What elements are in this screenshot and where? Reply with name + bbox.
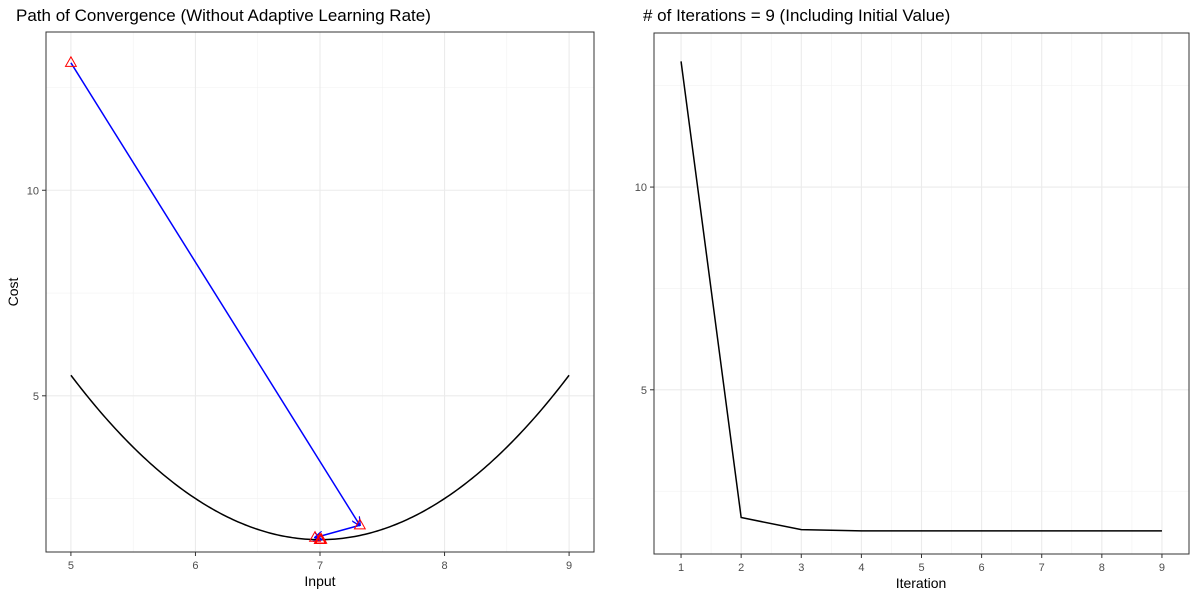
x-tick-label: 1 [678, 562, 684, 574]
x-tick-label: 5 [918, 562, 924, 574]
left-x-ticks: 5 6 7 8 9 [68, 552, 572, 572]
left-iteration-markers [64, 55, 367, 544]
iteration-marker [308, 530, 322, 542]
right-chart: # of Iterations = 9 (Including Initial V… [635, 6, 1190, 591]
cost-by-iteration-line [680, 61, 1162, 532]
y-tick-label: 5 [641, 385, 647, 397]
left-x-axis-label: Input [304, 573, 335, 589]
x-tick-label: 8 [441, 560, 447, 572]
right-y-ticks: 5 10 [635, 182, 654, 397]
left-gridlines [46, 32, 594, 552]
y-tick-label: 10 [635, 182, 647, 194]
right-x-axis-label: Iteration [896, 575, 947, 591]
y-tick-label: 5 [33, 391, 39, 403]
iteration-marker [353, 518, 367, 530]
left-chart-title: Path of Convergence (Without Adaptive Le… [16, 6, 431, 25]
y-tick-label: 10 [27, 185, 39, 197]
x-tick-label: 7 [1039, 562, 1045, 574]
left-chart: Path of Convergence (Without Adaptive Le… [5, 6, 595, 589]
right-gridlines [654, 33, 1189, 554]
left-y-ticks: 5 10 [27, 185, 46, 403]
right-cost-line [680, 61, 1162, 532]
x-tick-label: 8 [1099, 562, 1105, 574]
left-convergence-path [70, 62, 360, 540]
x-tick-label: 3 [798, 562, 804, 574]
iteration-marker [64, 55, 78, 67]
x-tick-label: 9 [1159, 562, 1165, 574]
x-tick-label: 6 [192, 560, 198, 572]
x-tick-label: 2 [738, 562, 744, 574]
x-tick-label: 7 [317, 560, 323, 572]
right-x-ticks: 1 2 3 4 5 6 7 8 9 [678, 554, 1165, 574]
path-arrow [70, 62, 360, 525]
left-y-axis-label: Cost [5, 278, 21, 307]
right-chart-title: # of Iterations = 9 (Including Initial V… [643, 6, 950, 25]
x-tick-label: 4 [858, 562, 864, 574]
x-tick-label: 9 [566, 560, 572, 572]
iteration-marker [313, 532, 327, 544]
x-tick-label: 5 [68, 560, 74, 572]
x-tick-label: 6 [979, 562, 985, 574]
